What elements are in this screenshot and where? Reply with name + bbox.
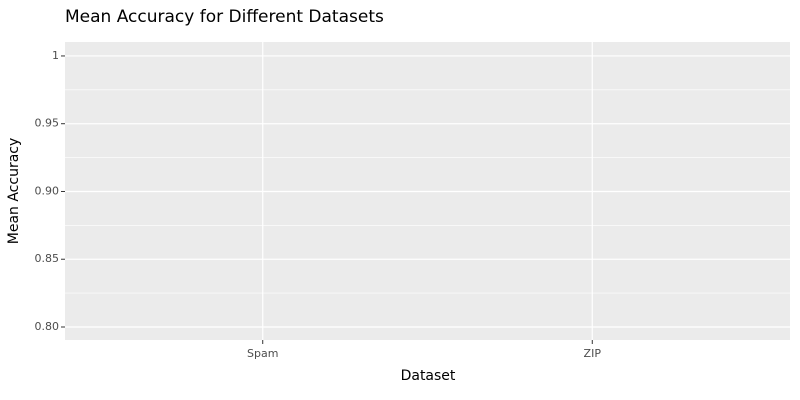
y-tick-label: 0.80 — [35, 320, 60, 333]
y-axis-title: Mean Accuracy — [6, 138, 22, 245]
y-tick-label: 0.95 — [35, 117, 60, 130]
x-tick-label: Spam — [247, 347, 278, 360]
chart-title: Mean Accuracy for Different Datasets — [65, 7, 384, 27]
x-tick-label: ZIP — [584, 347, 602, 360]
y-tick-label: 1 — [52, 49, 59, 62]
y-tick-label: 0.90 — [35, 184, 60, 197]
y-tick-label: 0.85 — [35, 252, 60, 265]
x-axis-title: Dataset — [401, 368, 456, 384]
